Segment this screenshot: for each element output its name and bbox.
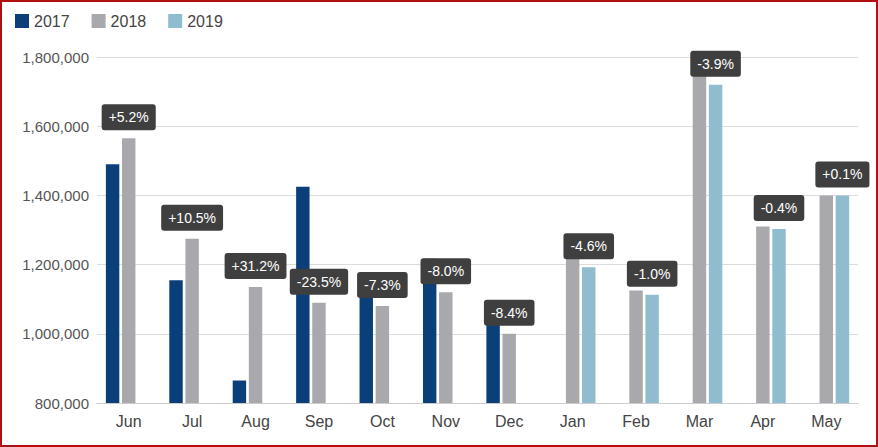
svg-text:1,800,000: 1,800,000: [22, 49, 89, 66]
svg-text:-7.3%: -7.3%: [364, 277, 401, 293]
svg-text:1,200,000: 1,200,000: [22, 256, 89, 273]
svg-text:1,400,000: 1,400,000: [22, 187, 89, 204]
svg-text:Apr: Apr: [750, 413, 776, 430]
svg-text:Sep: Sep: [305, 413, 334, 430]
svg-text:Dec: Dec: [495, 413, 523, 430]
svg-text:Nov: Nov: [432, 413, 460, 430]
svg-text:+5.2%: +5.2%: [109, 109, 149, 125]
svg-text:+10.5%: +10.5%: [168, 210, 216, 226]
svg-text:-3.9%: -3.9%: [697, 56, 734, 72]
svg-text:Jul: Jul: [182, 413, 202, 430]
svg-text:2017: 2017: [34, 13, 70, 30]
svg-text:2018: 2018: [111, 13, 147, 30]
svg-text:Mar: Mar: [686, 413, 714, 430]
svg-text:800,000: 800,000: [35, 395, 89, 412]
svg-text:+31.2%: +31.2%: [232, 258, 280, 274]
svg-text:-1.0%: -1.0%: [634, 266, 671, 282]
svg-text:+0.1%: +0.1%: [822, 166, 862, 182]
svg-text:-23.5%: -23.5%: [297, 274, 341, 290]
svg-text:May: May: [811, 413, 841, 430]
svg-text:Jan: Jan: [560, 413, 586, 430]
svg-text:Feb: Feb: [622, 413, 650, 430]
svg-text:Jun: Jun: [116, 413, 142, 430]
svg-text:1,600,000: 1,600,000: [22, 118, 89, 135]
svg-text:2019: 2019: [187, 13, 223, 30]
svg-text:-4.6%: -4.6%: [570, 238, 607, 254]
svg-text:-0.4%: -0.4%: [761, 200, 798, 216]
svg-text:-8.4%: -8.4%: [491, 305, 528, 321]
svg-text:Aug: Aug: [241, 413, 269, 430]
svg-text:1,000,000: 1,000,000: [22, 325, 89, 342]
svg-text:Oct: Oct: [370, 413, 395, 430]
svg-text:-8.0%: -8.0%: [428, 263, 465, 279]
